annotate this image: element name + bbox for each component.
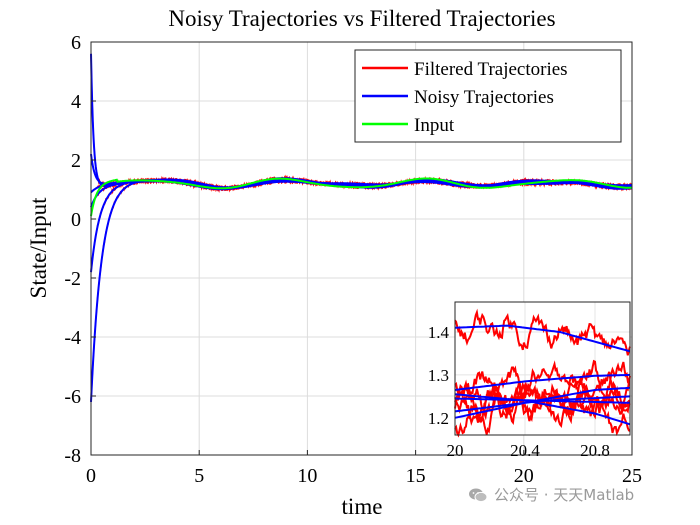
x-tick-label: 20 — [514, 465, 534, 487]
y-tick-label: -6 — [64, 386, 81, 408]
x-tick-label: 0 — [86, 465, 96, 487]
legend-label-input: Input — [414, 115, 455, 136]
inset-noisy-line — [454, 397, 630, 404]
inset-x-tick-label: 20.4 — [510, 441, 540, 460]
main-axes-box — [90, 41, 633, 456]
y-axis-label: State/Input — [26, 197, 51, 299]
inset: 20 20.4 20.8 1.2 1.3 1.4 — [428, 301, 631, 460]
main-plot-lines — [90, 53, 633, 402]
y-tick-label: 6 — [71, 32, 81, 54]
inset-plot-lines — [454, 308, 631, 438]
inset-filtered-line — [454, 308, 631, 356]
y-tick-label: -8 — [64, 445, 81, 467]
inset-noisy-line — [454, 393, 631, 426]
y-tick-label: 0 — [71, 209, 81, 231]
inset-x-tick-label: 20.8 — [580, 441, 610, 460]
inset-noisy-line — [454, 386, 631, 419]
input-line — [90, 177, 632, 217]
y-tick-label: -4 — [64, 327, 81, 349]
inset-noisy-line — [454, 373, 631, 391]
x-tick-label: 15 — [406, 465, 426, 487]
inset-y-tick-label: 1.3 — [428, 366, 449, 385]
legend: Filtered Trajectories Noisy Trajectories… — [354, 49, 622, 143]
watermark-text: 公众号 · 天天Matlab — [494, 486, 635, 504]
y-tick-label: -2 — [64, 268, 81, 290]
inset-x-tick-label: 20 — [447, 441, 464, 460]
chart-title: Noisy Trajectories vs Filtered Trajector… — [168, 6, 555, 31]
watermark: 公众号 · 天天Matlab — [468, 484, 634, 505]
wechat-icon — [469, 488, 488, 502]
inset-y-tick-label: 1.4 — [428, 323, 450, 342]
x-axis-label: time — [342, 494, 383, 519]
legend-label-noisy: Noisy Trajectories — [414, 87, 554, 108]
y-tick-label: 4 — [71, 91, 81, 113]
x-tick-label: 5 — [194, 465, 204, 487]
x-tick-label: 25 — [622, 465, 642, 487]
inset-y-tick-label: 1.2 — [428, 409, 449, 428]
main-ticks: 0 5 10 15 20 25 -8 -6 -4 -2 0 2 4 6 — [64, 32, 642, 487]
y-tick-label: 2 — [71, 150, 81, 172]
inset-axes-box — [454, 301, 631, 436]
x-tick-label: 10 — [297, 465, 317, 487]
inset-ticks: 20 20.4 20.8 1.2 1.3 1.4 — [428, 323, 610, 460]
legend-label-filtered: Filtered Trajectories — [414, 59, 568, 80]
inset-noisy-line — [454, 324, 631, 353]
